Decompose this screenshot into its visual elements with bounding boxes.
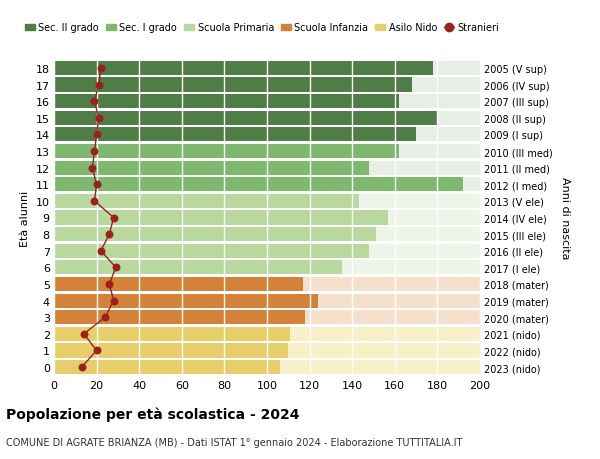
- Bar: [54, 145, 399, 159]
- Point: [96, 65, 106, 73]
- Bar: [54, 310, 480, 325]
- Bar: [54, 344, 480, 358]
- Point: [92, 181, 101, 189]
- Point: [109, 214, 118, 222]
- Bar: [54, 145, 480, 159]
- Legend: Sec. II grado, Sec. I grado, Scuola Primaria, Scuola Infanzia, Asilo Nido, Stran: Sec. II grado, Sec. I grado, Scuola Prim…: [25, 23, 499, 34]
- Bar: [54, 360, 480, 374]
- Bar: [54, 261, 341, 275]
- Bar: [54, 344, 288, 358]
- Bar: [54, 195, 359, 208]
- Bar: [54, 310, 305, 325]
- Bar: [54, 294, 480, 308]
- Bar: [54, 78, 480, 92]
- Point: [94, 82, 104, 89]
- Bar: [54, 78, 412, 92]
- Bar: [54, 112, 437, 126]
- Point: [104, 281, 114, 288]
- Text: Popolazione per età scolastica - 2024: Popolazione per età scolastica - 2024: [6, 406, 299, 421]
- Bar: [54, 327, 480, 341]
- Y-axis label: Anni di nascita: Anni di nascita: [560, 177, 569, 259]
- Point: [94, 115, 104, 122]
- Bar: [54, 261, 480, 275]
- Bar: [54, 211, 480, 225]
- Bar: [54, 161, 369, 175]
- Bar: [54, 195, 480, 208]
- Point: [111, 264, 121, 271]
- Bar: [54, 95, 399, 109]
- Bar: [54, 161, 480, 175]
- Point: [79, 330, 89, 338]
- Point: [92, 347, 101, 354]
- Bar: [54, 178, 480, 192]
- Bar: [54, 294, 318, 308]
- Point: [89, 98, 99, 106]
- Bar: [54, 95, 480, 109]
- Bar: [54, 211, 388, 225]
- Bar: [54, 277, 303, 291]
- Y-axis label: Età alunni: Età alunni: [20, 190, 30, 246]
- Point: [89, 198, 99, 205]
- Point: [89, 148, 99, 155]
- Bar: [54, 244, 369, 258]
- Text: COMUNE DI AGRATE BRIANZA (MB) - Dati ISTAT 1° gennaio 2024 - Elaborazione TUTTIT: COMUNE DI AGRATE BRIANZA (MB) - Dati IST…: [6, 437, 463, 447]
- Bar: [54, 244, 480, 258]
- Bar: [54, 228, 480, 241]
- Bar: [54, 327, 290, 341]
- Point: [109, 297, 118, 305]
- Point: [92, 131, 101, 139]
- Bar: [54, 360, 280, 374]
- Bar: [54, 128, 416, 142]
- Bar: [54, 228, 376, 241]
- Point: [88, 165, 97, 172]
- Bar: [54, 277, 480, 291]
- Point: [104, 231, 114, 238]
- Point: [77, 364, 86, 371]
- Point: [100, 314, 110, 321]
- Bar: [54, 62, 480, 76]
- Point: [96, 247, 106, 255]
- Bar: [54, 62, 433, 76]
- Bar: [54, 178, 463, 192]
- Bar: [54, 112, 480, 126]
- Bar: [54, 128, 480, 142]
